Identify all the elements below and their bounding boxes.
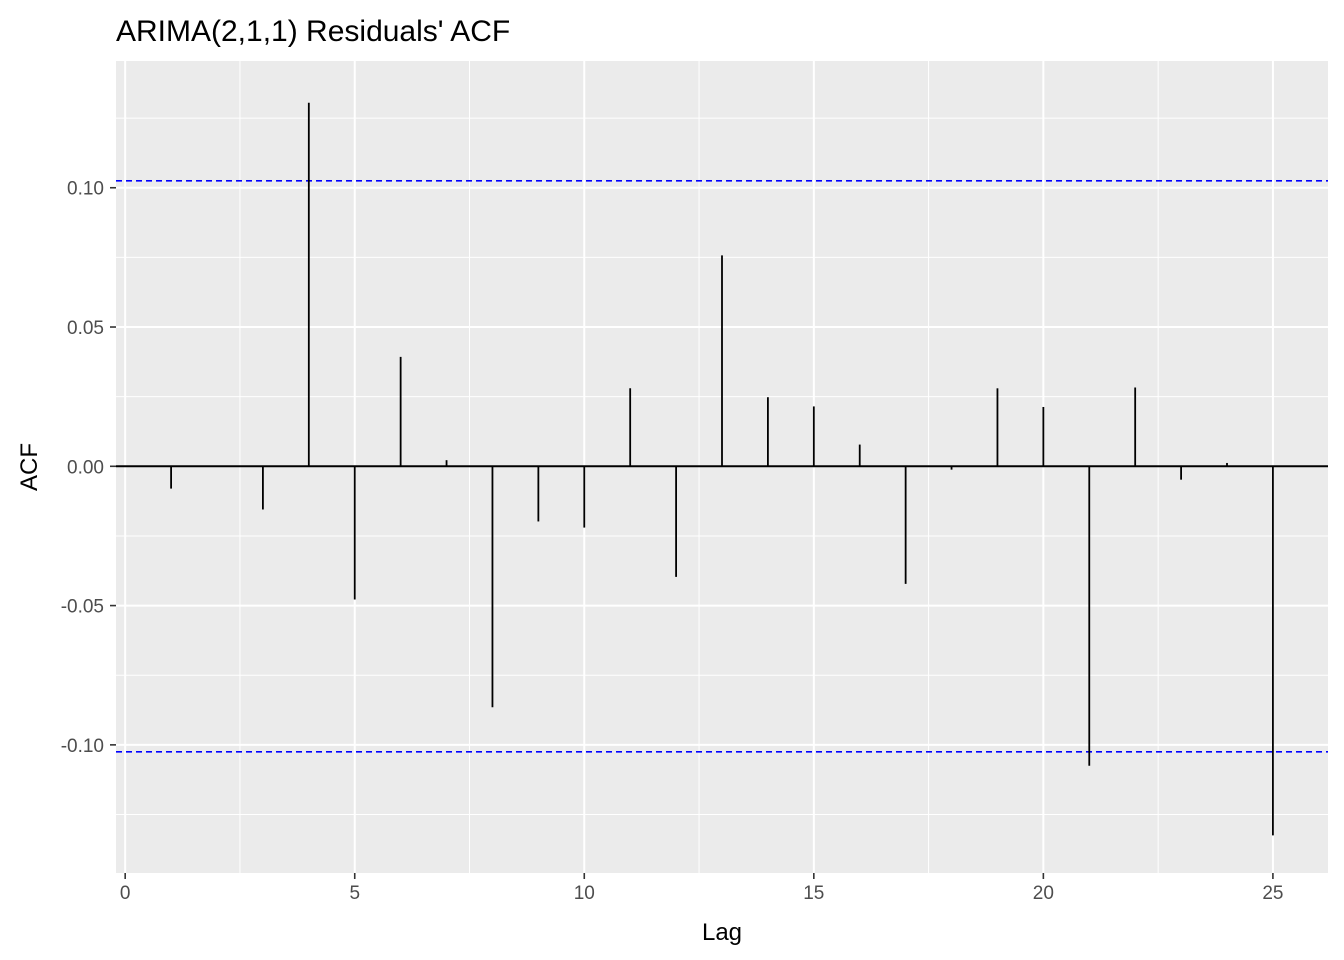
y-tick-label: -0.10 xyxy=(61,736,104,757)
minor-grid xyxy=(116,61,1328,873)
y-tick-label: 0.05 xyxy=(67,318,104,339)
x-tick-label: 20 xyxy=(1033,883,1054,904)
confidence-bounds xyxy=(116,179,1328,753)
x-axis-title: Lag xyxy=(702,919,742,946)
x-tick-label: 0 xyxy=(120,883,131,904)
y-tick-label: -0.05 xyxy=(61,597,104,618)
y-axis: -0.10 -0.05 0.00 0.05 0.10 xyxy=(61,179,116,757)
y-tick-label: 0.10 xyxy=(67,179,104,200)
y-tick-label: 0.00 xyxy=(67,457,104,478)
x-tick-label: 25 xyxy=(1262,883,1283,904)
y-axis-title: ACF xyxy=(16,443,43,491)
acf-bars xyxy=(170,102,1274,836)
x-axis: 0 5 10 15 20 25 xyxy=(120,873,1283,904)
x-tick-label: 15 xyxy=(803,883,824,904)
x-tick-label: 5 xyxy=(349,883,360,904)
x-tick-label: 10 xyxy=(574,883,595,904)
chart-title: ARIMA(2,1,1) Residuals' ACF xyxy=(116,15,510,48)
